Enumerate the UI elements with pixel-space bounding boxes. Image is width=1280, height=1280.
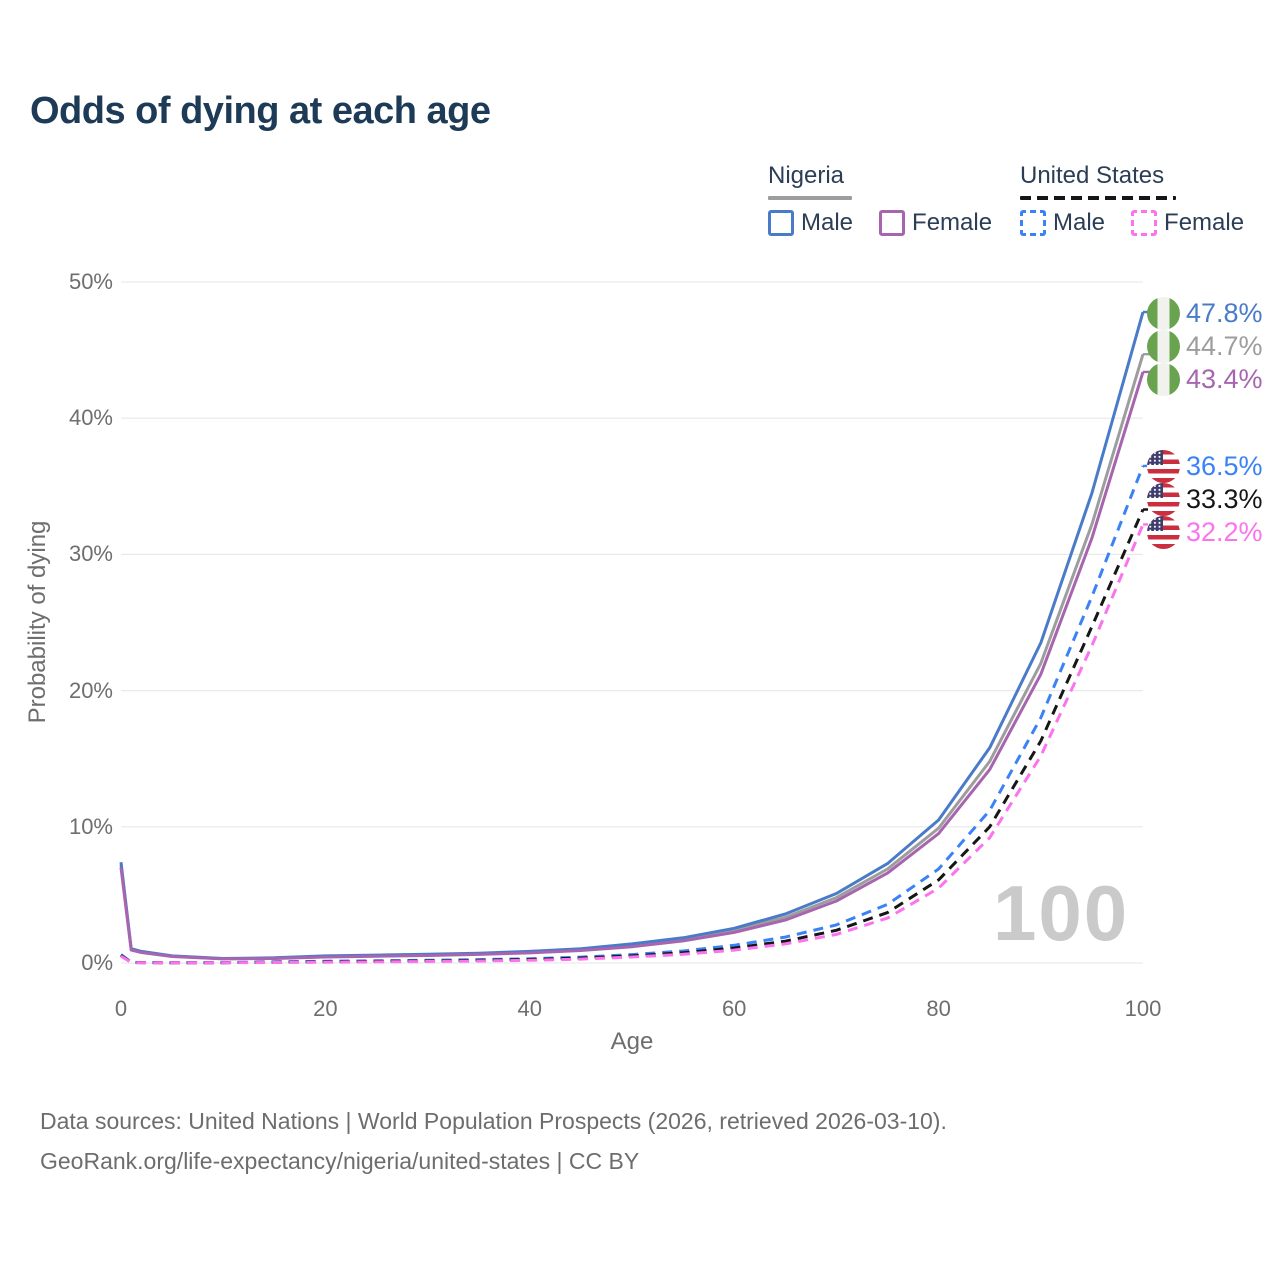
y-tick-40%: 40% [68, 405, 113, 431]
legend-line-style-solid [768, 196, 852, 200]
legend-items-row: Male Female [768, 209, 1010, 237]
nigeria-flag-icon [1147, 362, 1180, 396]
y-axis-title: Probability of dying [24, 520, 51, 724]
x-tick-40: 40 [517, 996, 543, 1021]
y-tick-20%: 20% [68, 677, 113, 703]
legend-item-nigeria-male[interactable]: Male [768, 209, 853, 237]
x-tick-20: 20 [313, 996, 338, 1021]
legend-items-row: Male Female [1020, 209, 1262, 237]
end-label-us-male: 36.5% [1147, 450, 1263, 484]
x-tick-80: 80 [926, 996, 951, 1021]
us-flag-icon [1147, 450, 1180, 484]
y-tick-0%: 0% [81, 950, 113, 975]
legend-item-label: Female [1164, 209, 1245, 236]
end-value-label: 47.8% [1186, 297, 1263, 328]
legend-item-label: Male [801, 209, 854, 236]
legend-swatch-icon [768, 210, 794, 236]
legend-swatch-icon [879, 210, 906, 236]
age-watermark: 100 [993, 869, 1130, 957]
x-tick-100: 100 [1124, 996, 1162, 1021]
nigeria-flag-icon [1147, 329, 1180, 363]
y-tick-30%: 30% [68, 541, 113, 567]
end-label-ng-male: 47.8% [1147, 296, 1263, 330]
series-line-us-male [120, 465, 1145, 965]
end-value-label: 33.3% [1186, 484, 1263, 515]
legend-item-nigeria-female[interactable]: Female [879, 209, 992, 237]
end-value-label: 32.2% [1186, 517, 1263, 548]
series-line-ng-total [119, 353, 1145, 961]
nigeria-flag-icon [1147, 296, 1180, 330]
x-tick-60: 60 [721, 996, 747, 1021]
x-axis-title: Age [610, 1028, 654, 1055]
us-flag-icon [1147, 516, 1180, 550]
legend-group-united-states: United States Male Female [1020, 162, 1262, 237]
series-line-us-female [120, 523, 1145, 965]
end-label-us-total: 33.3% [1147, 483, 1263, 517]
legend-group-title: United States [1020, 162, 1165, 189]
legend-group-nigeria: Nigeria Male Female [768, 162, 1010, 237]
footer-attribution: GeoRank.org/life-expectancy/nigeria/unit… [40, 1148, 640, 1174]
page-title: Odds of dying at each age [30, 90, 491, 132]
x-tick-0: 0 [114, 996, 128, 1021]
us-flag-canton [1147, 516, 1163, 532]
us-flag-canton [1147, 483, 1163, 499]
series-line-us-total [120, 508, 1145, 965]
y-tick-50%: 50% [68, 269, 113, 294]
legend-item-united-states-male[interactable]: Male [1020, 209, 1105, 237]
footer-sources: Data sources: United Nations | World Pop… [40, 1108, 947, 1134]
legend-swatch-icon [1131, 210, 1158, 236]
us-flag-canton [1147, 450, 1163, 466]
end-value-label: 44.7% [1186, 330, 1263, 361]
legend-item-label: Female [912, 209, 993, 236]
legend-line-style-dashed [1020, 196, 1176, 200]
legend-item-label: Male [1053, 209, 1106, 236]
series-line-ng-male [119, 311, 1145, 960]
legend-swatch-icon [1020, 210, 1046, 236]
legend-item-united-states-female[interactable]: Female [1131, 209, 1244, 237]
end-label-ng-female: 43.4% [1147, 362, 1263, 396]
series-line-ng-female [119, 371, 1145, 961]
end-label-us-female: 32.2% [1147, 516, 1263, 550]
end-label-ng-total: 44.7% [1147, 329, 1263, 363]
legend-group-title: Nigeria [768, 162, 845, 189]
end-value-label: 36.5% [1186, 451, 1263, 482]
y-tick-10%: 10% [68, 813, 113, 839]
us-flag-icon [1147, 483, 1180, 517]
end-value-label: 43.4% [1186, 363, 1263, 394]
